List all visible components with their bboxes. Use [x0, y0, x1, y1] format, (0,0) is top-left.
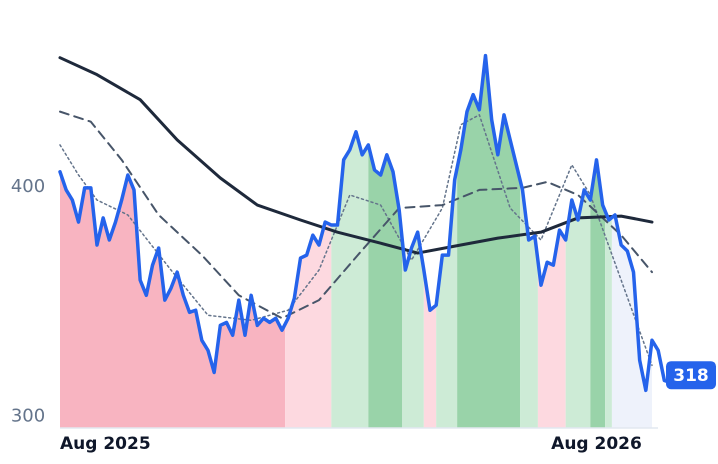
band [457, 55, 521, 428]
band [402, 232, 424, 428]
last-value-label: 318 [673, 366, 709, 386]
y-tick-label: 300 [11, 406, 45, 427]
y-tick-label: 400 [11, 176, 45, 197]
line-series [58, 56, 654, 255]
line-series [58, 53, 685, 393]
band [590, 159, 606, 428]
band [285, 222, 332, 428]
band [605, 211, 612, 428]
band [520, 179, 538, 428]
band [60, 171, 286, 428]
x-tick-label: Aug 2025 [60, 434, 151, 454]
last-value-box [666, 361, 716, 390]
line-series [59, 110, 653, 320]
x-tick-label: Aug 2026 [551, 434, 642, 454]
line-series [59, 114, 653, 367]
band [368, 144, 403, 428]
band [537, 230, 566, 428]
band [565, 189, 591, 428]
